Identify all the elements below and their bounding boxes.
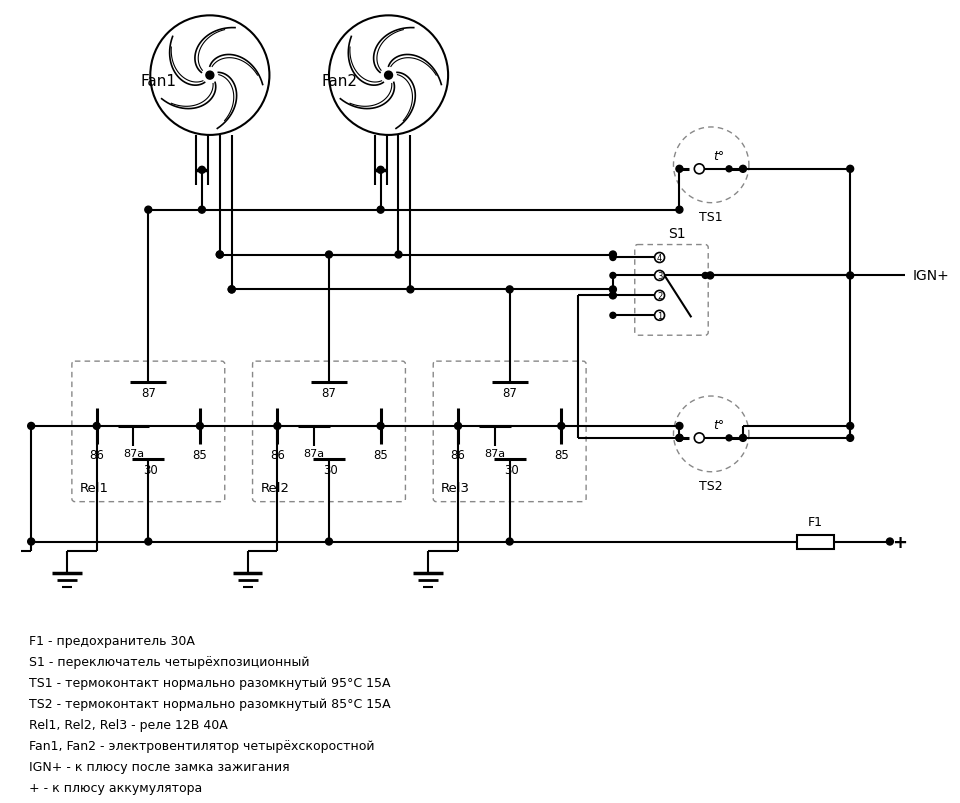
Text: TS1 - термоконтакт нормально разомкнутый 95°C 15A: TS1 - термоконтакт нормально разомкнутый… bbox=[29, 676, 391, 689]
Circle shape bbox=[610, 255, 616, 261]
Text: Rel1: Rel1 bbox=[80, 481, 108, 494]
Circle shape bbox=[199, 207, 205, 214]
Circle shape bbox=[506, 287, 514, 294]
Text: + - к плюсу аккумулятора: + - к плюсу аккумулятора bbox=[29, 781, 203, 793]
Circle shape bbox=[726, 166, 732, 173]
Circle shape bbox=[216, 251, 224, 259]
Circle shape bbox=[228, 287, 235, 294]
Bar bbox=[797, 535, 834, 550]
Text: F1: F1 bbox=[808, 515, 823, 528]
Text: S1 - переключатель четырёхпозиционный: S1 - переключатель четырёхпозиционный bbox=[29, 655, 310, 668]
Text: Rel2: Rel2 bbox=[260, 481, 290, 494]
Text: Fan2: Fan2 bbox=[321, 74, 357, 88]
Text: TS2 - термоконтакт нормально разомкнутый 85°C 15A: TS2 - термоконтакт нормально разомкнутый… bbox=[29, 697, 391, 710]
Text: Rel1, Rel2, Rel3 - реле 12В 40A: Rel1, Rel2, Rel3 - реле 12В 40A bbox=[29, 718, 228, 731]
Circle shape bbox=[676, 435, 683, 442]
Circle shape bbox=[28, 423, 35, 430]
Circle shape bbox=[610, 251, 616, 259]
Text: Fan1, Fan2 - электровентилятор четырёхскоростной: Fan1, Fan2 - электровентилятор четырёхск… bbox=[29, 739, 374, 752]
Text: IGN+: IGN+ bbox=[913, 269, 949, 283]
Text: 87: 87 bbox=[322, 386, 336, 400]
Circle shape bbox=[274, 423, 281, 430]
Text: TS1: TS1 bbox=[700, 210, 723, 223]
Text: 3: 3 bbox=[657, 271, 662, 280]
Circle shape bbox=[385, 72, 393, 80]
Circle shape bbox=[610, 293, 616, 299]
Circle shape bbox=[395, 251, 402, 259]
Circle shape bbox=[610, 313, 616, 319]
Circle shape bbox=[377, 207, 384, 214]
Circle shape bbox=[610, 292, 616, 300]
Circle shape bbox=[216, 251, 224, 259]
Circle shape bbox=[703, 273, 708, 279]
Circle shape bbox=[676, 435, 683, 442]
Circle shape bbox=[739, 435, 747, 442]
Circle shape bbox=[558, 423, 564, 430]
Circle shape bbox=[455, 423, 462, 430]
Circle shape bbox=[707, 272, 713, 279]
Circle shape bbox=[28, 538, 35, 545]
Circle shape bbox=[145, 538, 152, 545]
Text: TS2: TS2 bbox=[700, 479, 723, 492]
Circle shape bbox=[145, 207, 152, 214]
Text: 2: 2 bbox=[657, 291, 662, 300]
Circle shape bbox=[228, 287, 235, 294]
Text: 87a: 87a bbox=[123, 448, 144, 459]
Circle shape bbox=[739, 166, 747, 173]
Text: 1: 1 bbox=[657, 312, 662, 320]
Circle shape bbox=[726, 435, 732, 442]
Text: 85: 85 bbox=[373, 448, 388, 461]
Text: F1 - предохранитель 30A: F1 - предохранитель 30A bbox=[29, 634, 195, 647]
Circle shape bbox=[676, 166, 683, 173]
Circle shape bbox=[325, 538, 332, 545]
Text: t°: t° bbox=[713, 419, 725, 432]
Circle shape bbox=[205, 72, 214, 80]
Text: 86: 86 bbox=[270, 448, 285, 461]
Text: 30: 30 bbox=[143, 463, 157, 476]
Circle shape bbox=[197, 423, 204, 430]
Circle shape bbox=[377, 167, 384, 174]
Circle shape bbox=[407, 287, 414, 294]
Circle shape bbox=[676, 423, 683, 430]
Text: 87: 87 bbox=[141, 386, 156, 400]
Text: 86: 86 bbox=[450, 448, 466, 461]
Text: 87a: 87a bbox=[303, 448, 324, 459]
Text: 87: 87 bbox=[502, 386, 517, 400]
Circle shape bbox=[886, 538, 894, 545]
Circle shape bbox=[506, 538, 514, 545]
Circle shape bbox=[610, 273, 616, 279]
Text: 30: 30 bbox=[504, 463, 519, 476]
Text: IGN+ - к плюсу после замка зажигания: IGN+ - к плюсу после замка зажигания bbox=[29, 760, 290, 772]
Circle shape bbox=[377, 423, 384, 430]
Circle shape bbox=[847, 166, 853, 173]
Circle shape bbox=[847, 272, 853, 279]
Text: 87a: 87a bbox=[484, 448, 505, 459]
Text: Rel3: Rel3 bbox=[442, 481, 470, 494]
Circle shape bbox=[610, 287, 616, 294]
Circle shape bbox=[676, 207, 683, 214]
Text: +: + bbox=[892, 533, 907, 551]
Circle shape bbox=[93, 423, 100, 430]
Circle shape bbox=[847, 423, 853, 430]
Text: 85: 85 bbox=[193, 448, 207, 461]
Text: 4: 4 bbox=[657, 254, 662, 263]
Text: t°: t° bbox=[713, 150, 725, 163]
Text: S1: S1 bbox=[667, 226, 685, 240]
Circle shape bbox=[847, 435, 853, 442]
Circle shape bbox=[325, 251, 332, 259]
Text: 86: 86 bbox=[89, 448, 104, 461]
Text: 30: 30 bbox=[324, 463, 338, 476]
Text: Fan1: Fan1 bbox=[140, 74, 177, 88]
Text: 85: 85 bbox=[554, 448, 568, 461]
Circle shape bbox=[199, 167, 205, 174]
